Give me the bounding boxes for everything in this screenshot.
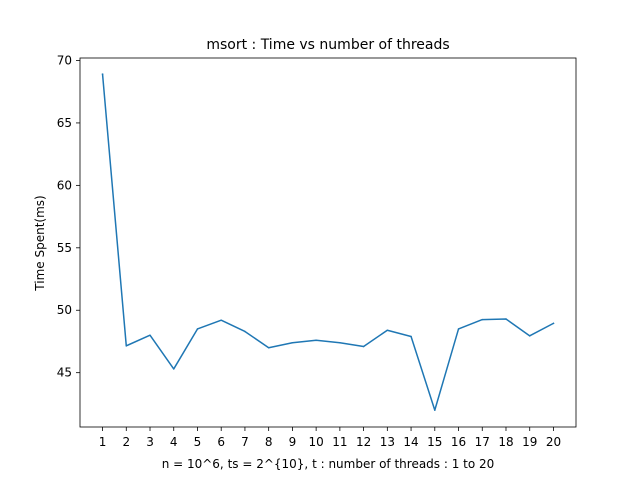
data-point [552,322,555,325]
y-tick-label: 60 [57,178,72,192]
y-axis-ticks: 45 50 55 60 65 70 [57,53,80,380]
data-point [434,409,436,411]
x-tick-label: 20 [546,435,561,449]
data-point [339,341,341,344]
y-tick-label: 65 [57,116,72,130]
data-point [101,73,104,75]
data-point [220,319,222,321]
x-tick-label: 14 [403,435,418,449]
x-tick-label: 18 [498,435,513,449]
x-tick-label: 19 [522,435,537,449]
x-tick-label: 11 [332,435,347,449]
y-tick-label: 70 [57,53,72,67]
axes-frame [79,57,577,428]
y-tick-label: 50 [57,303,72,317]
y-tick-label: 55 [57,241,72,255]
chart-title: msort : Time vs number of threads [206,37,449,53]
data-point [362,345,365,348]
x-axis-ticks: 1 2 3 4 5 6 7 8 9 10 11 12 13 14 15 16 17 18 19 20 [99,427,561,449]
x-tick-label: 13 [380,435,395,449]
x-tick-label: 12 [356,435,371,449]
x-tick-label: 16 [451,435,466,449]
x-tick-label: 6 [217,435,225,449]
y-axis-label: Time Spent(ms) [33,195,47,291]
series-line-0 [101,73,555,411]
x-tick-label: 15 [427,435,442,449]
data-point [291,341,294,344]
x-tick-label: 1 [99,435,107,449]
x-tick-label: 10 [308,435,323,449]
x-axis-label: n = 10^6, ts = 2^{10}, t : number of thr… [162,457,495,471]
data-point [267,346,270,349]
x-tick-label: 2 [122,435,130,449]
x-tick-label: 9 [289,435,297,449]
x-tick-label: 17 [475,435,490,449]
x-tick-label: 7 [241,435,249,449]
data-point [196,328,199,330]
data-point [244,330,246,333]
data-point [149,334,151,336]
x-tick-label: 3 [146,435,154,449]
data-point [386,329,389,331]
x-tick-label: 4 [170,435,178,449]
plot-area [79,57,577,428]
data-point [172,368,175,370]
data-point [457,328,460,330]
data-point [505,318,507,320]
data-point [481,318,484,321]
data-point [410,335,412,338]
x-tick-label: 5 [194,435,202,449]
data-point [125,345,128,347]
data-point [315,339,317,341]
y-tick-label: 45 [57,366,72,380]
x-tick-label: 8 [265,435,273,449]
data-point [528,335,531,337]
